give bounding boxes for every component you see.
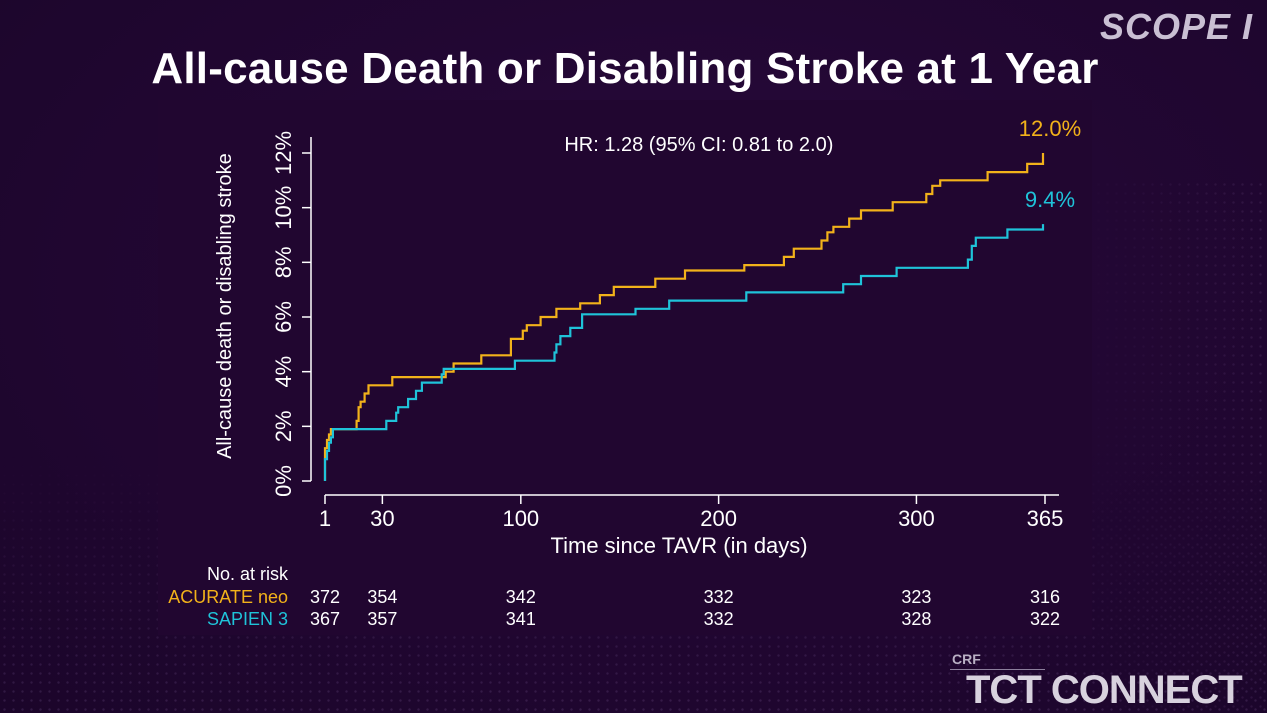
chart-curves — [323, 153, 1045, 481]
risk-table-cell: 357 — [367, 609, 397, 629]
slide-title: All-cause Death or Disabling Stroke at 1… — [151, 44, 1099, 93]
tct-connect-logo: TCT CONNECT — [966, 668, 1243, 712]
risk-table-cell: 332 — [704, 609, 734, 629]
risk-table-cell: 316 — [1030, 587, 1060, 607]
crf-logo: CRF — [952, 651, 981, 667]
risk-table: No. at risk ACURATE neo 372 354 342 332 323 316… — [168, 564, 1060, 629]
chart-labels: HR: 1.28 (95% CI: 0.81 to 2.0) 12.0% 9.4% — [564, 116, 1081, 212]
chart-panel — [158, 100, 1092, 635]
y-tick-label: 12% — [271, 131, 296, 175]
x-tick-label: 100 — [502, 506, 539, 531]
x-tick-label: 1 — [319, 506, 331, 531]
sapien-3-end-label: 9.4% — [1025, 187, 1075, 212]
x-axis-title: Time since TAVR (in days) — [550, 533, 807, 558]
y-tick-label: 2% — [271, 410, 296, 442]
risk-table-header: No. at risk — [207, 564, 289, 584]
y-tick-label: 8% — [271, 246, 296, 278]
risk-table-cell: 367 — [310, 609, 340, 629]
chart-axes: 0% 2% 4% 6% 8% 10% 12% All-cause death or disab… — [214, 131, 1063, 558]
y-tick-label: 6% — [271, 301, 296, 333]
risk-table-cell: 342 — [506, 587, 536, 607]
acurate-neo-end-label: 12.0% — [1019, 116, 1081, 141]
sapien-3-curve — [323, 224, 1045, 481]
logo-divider — [950, 669, 1045, 670]
x-tick-label: 30 — [370, 506, 394, 531]
y-tick-label: 10% — [271, 186, 296, 230]
risk-table-cell: 354 — [367, 587, 397, 607]
risk-table-cell: 322 — [1030, 609, 1060, 629]
x-tick-label: 300 — [898, 506, 935, 531]
scope-logo: SCOPE I — [1099, 6, 1253, 47]
y-tick-label: 0% — [271, 465, 296, 497]
risk-table-cell: 341 — [506, 609, 536, 629]
risk-row-label-acurate: ACURATE neo — [168, 587, 288, 607]
background-dot-pattern-right — [1067, 180, 1267, 713]
y-axis-title: All-cause death or disabling stroke — [214, 153, 236, 459]
risk-table-cell: 328 — [901, 609, 931, 629]
risk-table-cell: 332 — [704, 587, 734, 607]
y-tick-label: 4% — [271, 356, 296, 388]
x-tick-label: 365 — [1027, 506, 1064, 531]
x-tick-label: 200 — [700, 506, 737, 531]
risk-table-cell: 372 — [310, 587, 340, 607]
risk-table-cell: 323 — [901, 587, 931, 607]
acurate-neo-curve — [323, 153, 1045, 481]
hazard-ratio-annotation: HR: 1.28 (95% CI: 0.81 to 2.0) — [564, 134, 833, 156]
risk-row-label-sapien: SAPIEN 3 — [207, 609, 288, 629]
